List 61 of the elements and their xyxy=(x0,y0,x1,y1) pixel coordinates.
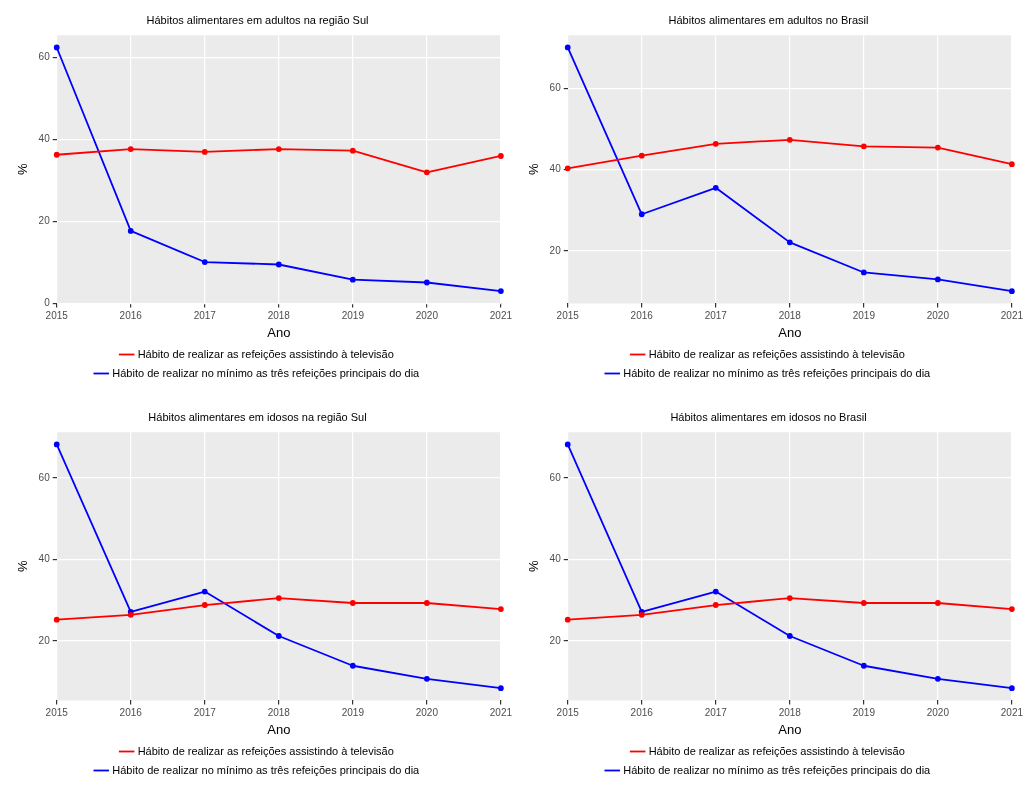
legend-label: Hábito de realizar as refeições assistindo à televisão xyxy=(137,744,394,757)
y-tick-label: 40 xyxy=(38,133,51,145)
legend-label: Hábito de realizar as refeições assistindo à televisão xyxy=(648,744,905,757)
x-tick-label: 2016 xyxy=(119,310,143,322)
y-tick-label: 20 xyxy=(38,634,51,646)
y-tick-label: 0 xyxy=(44,297,51,309)
x-tick-label: 2017 xyxy=(704,707,728,719)
chart-title: Hábitos alimentares em idosos no Brasil xyxy=(670,410,867,423)
legend-label: Hábito de realizar as refeições assistindo à televisão xyxy=(648,347,905,360)
x-tick-label: 2020 xyxy=(926,310,950,322)
x-tick-label: 2015 xyxy=(45,707,69,719)
x-tick-label: 2019 xyxy=(341,707,365,719)
x-tick-label: 2021 xyxy=(1000,707,1024,719)
x-axis-title: Ano xyxy=(778,324,802,340)
legend-label: Hábito de realizar no mínimo as três refeições principais do dia xyxy=(112,763,421,776)
y-tick-label: 60 xyxy=(38,471,51,483)
y-axis-title: % xyxy=(526,560,542,573)
x-tick-label: 2016 xyxy=(119,707,143,719)
x-tick-label: 2016 xyxy=(630,310,654,322)
x-tick-label: 2019 xyxy=(341,310,365,322)
legend-label: Hábito de realizar no mínimo as três refeições principais do dia xyxy=(112,366,421,379)
x-tick-label: 2015 xyxy=(556,707,580,719)
x-tick-label: 2019 xyxy=(852,707,876,719)
y-tick-label: 40 xyxy=(38,553,51,565)
x-tick-label: 2018 xyxy=(267,707,291,719)
legend-label: Hábito de realizar as refeições assistindo à televisão xyxy=(137,347,394,360)
y-tick-label: 60 xyxy=(38,51,51,63)
x-tick-label: 2016 xyxy=(630,707,654,719)
x-tick-label: 2017 xyxy=(193,707,217,719)
x-tick-label: 2021 xyxy=(1000,310,1024,322)
x-tick-label: 2017 xyxy=(193,310,217,322)
legend-label: Hábito de realizar no mínimo as três refeições principais do dia xyxy=(623,763,932,776)
chart-title: Hábitos alimentares em idosos na região Sul xyxy=(148,410,367,423)
x-tick-label: 2015 xyxy=(556,310,580,322)
x-tick-label: 2017 xyxy=(704,310,728,322)
legend-label: Hábito de realizar no mínimo as três refeições principais do dia xyxy=(623,366,932,379)
x-tick-label: 2020 xyxy=(926,707,950,719)
chart-title: Hábitos alimentares em adultos na região Sul xyxy=(146,13,369,26)
x-axis-title: Ano xyxy=(267,721,291,737)
y-tick-label: 60 xyxy=(549,471,562,483)
x-tick-label: 2018 xyxy=(778,707,802,719)
x-tick-label: 2019 xyxy=(852,310,876,322)
y-tick-label: 20 xyxy=(549,244,562,256)
x-tick-label: 2020 xyxy=(415,707,439,719)
x-tick-label: 2018 xyxy=(267,310,291,322)
y-axis-title: % xyxy=(15,560,31,573)
y-tick-label: 20 xyxy=(38,215,51,227)
chart-title: Hábitos alimentares em adultos no Brasil xyxy=(668,13,869,26)
x-tick-label: 2020 xyxy=(415,310,439,322)
x-axis-title: Ano xyxy=(778,721,802,737)
y-axis-title: % xyxy=(526,163,542,176)
x-tick-label: 2015 xyxy=(45,310,69,322)
x-tick-label: 2021 xyxy=(489,310,513,322)
y-axis-title: % xyxy=(15,163,31,176)
y-tick-label: 60 xyxy=(549,81,562,93)
y-tick-label: 40 xyxy=(549,163,562,175)
y-tick-label: 20 xyxy=(549,634,562,646)
x-axis-title: Ano xyxy=(267,324,291,340)
x-tick-label: 2021 xyxy=(489,707,513,719)
y-tick-label: 40 xyxy=(549,553,562,565)
x-tick-label: 2018 xyxy=(778,310,802,322)
